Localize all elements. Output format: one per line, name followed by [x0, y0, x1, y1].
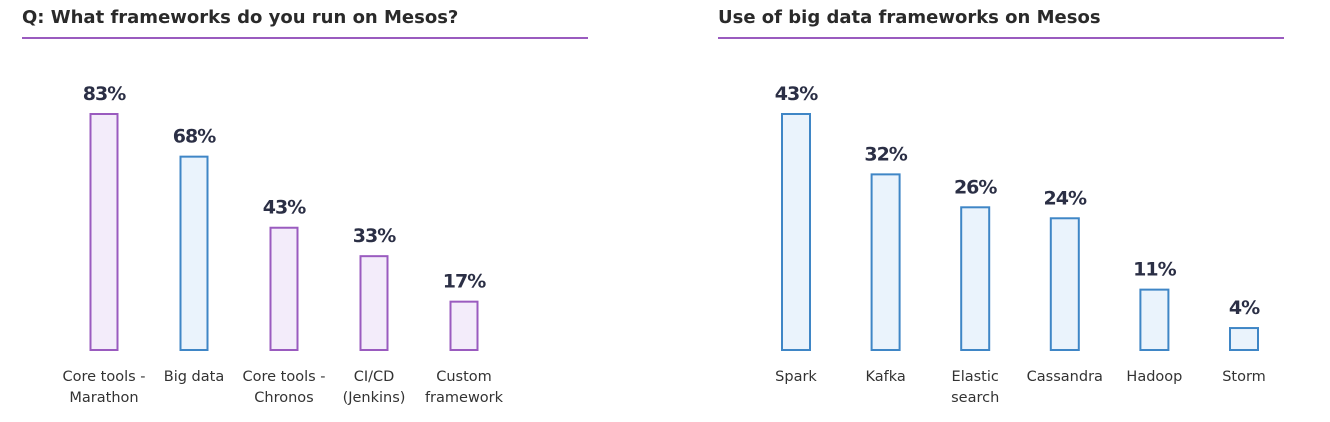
- value-label-4: 17%: [443, 271, 486, 293]
- value-label-5: 4%: [1229, 297, 1260, 319]
- bar-4: [1139, 288, 1170, 351]
- left-chart-title: Q: What frameworks do you run on Mesos?: [22, 7, 459, 28]
- value-label-1: 68%: [173, 126, 216, 148]
- value-label-4: 11%: [1133, 259, 1176, 281]
- left-title-rule: [22, 37, 588, 39]
- bar-2: [269, 226, 299, 351]
- bar-2: [960, 206, 991, 351]
- category-label-5: Storm: [1222, 369, 1266, 385]
- value-label-0: 43%: [775, 83, 818, 105]
- category-label-2: Elastic search: [951, 369, 999, 406]
- category-label-3: Cassandra: [1027, 369, 1103, 385]
- bar-0: [89, 113, 119, 351]
- bar-1: [870, 173, 901, 351]
- bar-5: [1229, 327, 1259, 351]
- bar-3: [1049, 217, 1080, 351]
- category-label-4: Custom framework: [425, 369, 504, 406]
- category-label-4: Hadoop: [1126, 369, 1182, 385]
- value-label-3: 24%: [1044, 187, 1087, 209]
- bar-1: [179, 155, 209, 351]
- value-label-2: 26%: [954, 176, 997, 198]
- category-label-0: Core tools -Marathon: [62, 369, 145, 406]
- value-label-0: 83%: [83, 83, 126, 105]
- category-label-2: Core tools -Chronos: [242, 369, 325, 406]
- bar-0: [781, 113, 811, 351]
- category-label-3: CI/CD (Jenkins): [343, 369, 406, 406]
- bar-4: [449, 300, 479, 352]
- left-chart-panel: Q: What frameworks do you run on Mesos? …: [22, 0, 588, 422]
- right-chart-title: Use of big data frameworks on Mesos: [718, 7, 1101, 28]
- value-label-2: 43%: [263, 197, 306, 219]
- value-label-1: 32%: [864, 143, 907, 165]
- bar-3: [359, 255, 389, 351]
- category-label-1: Kafka: [865, 369, 905, 385]
- category-label-1: Big data: [164, 369, 224, 385]
- value-label-3: 33%: [353, 225, 396, 247]
- left-bar-chart: 83% Core tools -Marathon 68% Big data 43% Cor…: [62, 83, 504, 406]
- right-chart-panel: Use of big data frameworks on Mesos 43% S…: [718, 0, 1284, 422]
- right-bar-chart: 43% Spark 32% Kafka 26% Elastic search 24% Cassa…: [775, 83, 1266, 406]
- right-title-rule: [718, 37, 1284, 39]
- category-label-0: Spark: [775, 369, 817, 385]
